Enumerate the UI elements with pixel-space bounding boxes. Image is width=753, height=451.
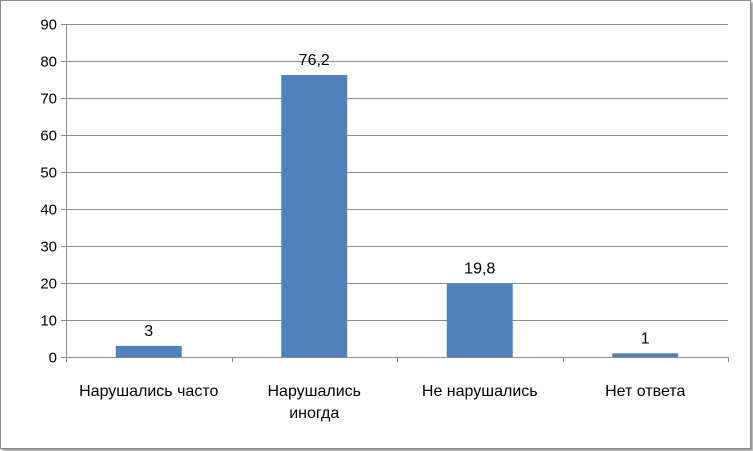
bar bbox=[115, 345, 182, 357]
bar bbox=[446, 283, 513, 357]
data-label: 1 bbox=[641, 330, 650, 347]
data-label: 3 bbox=[144, 323, 153, 340]
data-label: 19,8 bbox=[464, 261, 495, 278]
y-tick-label: 20 bbox=[40, 276, 57, 293]
x-category-labels: Нарушались часто Нарушались иногда Не наруш… bbox=[79, 383, 685, 422]
gridlines bbox=[66, 24, 728, 321]
y-tick-label: 80 bbox=[40, 54, 57, 71]
bar bbox=[281, 75, 348, 357]
y-tick-labels: 0 10 20 30 40 50 60 70 80 90 bbox=[40, 17, 57, 367]
bar bbox=[612, 353, 679, 357]
bars bbox=[115, 75, 679, 357]
y-tick-label: 60 bbox=[40, 128, 57, 145]
x-category-label: Нет ответа bbox=[605, 383, 685, 400]
x-category-label: иногда bbox=[289, 405, 339, 422]
y-tick-label: 70 bbox=[40, 91, 57, 108]
x-category-label: Не нарушались bbox=[422, 383, 538, 400]
y-tick-label: 0 bbox=[49, 350, 57, 367]
x-category-label: Нарушались bbox=[267, 383, 361, 400]
data-label: 76,2 bbox=[299, 52, 330, 69]
y-tick-label: 50 bbox=[40, 165, 57, 182]
y-tick-label: 90 bbox=[40, 17, 57, 34]
y-tick-label: 10 bbox=[40, 313, 57, 330]
data-labels: 3 76,2 19,8 1 bbox=[144, 52, 650, 347]
y-tick-label: 40 bbox=[40, 202, 57, 219]
y-tick-label: 30 bbox=[40, 239, 57, 256]
axes bbox=[61, 24, 729, 362]
x-category-label: Нарушались часто bbox=[79, 383, 218, 400]
